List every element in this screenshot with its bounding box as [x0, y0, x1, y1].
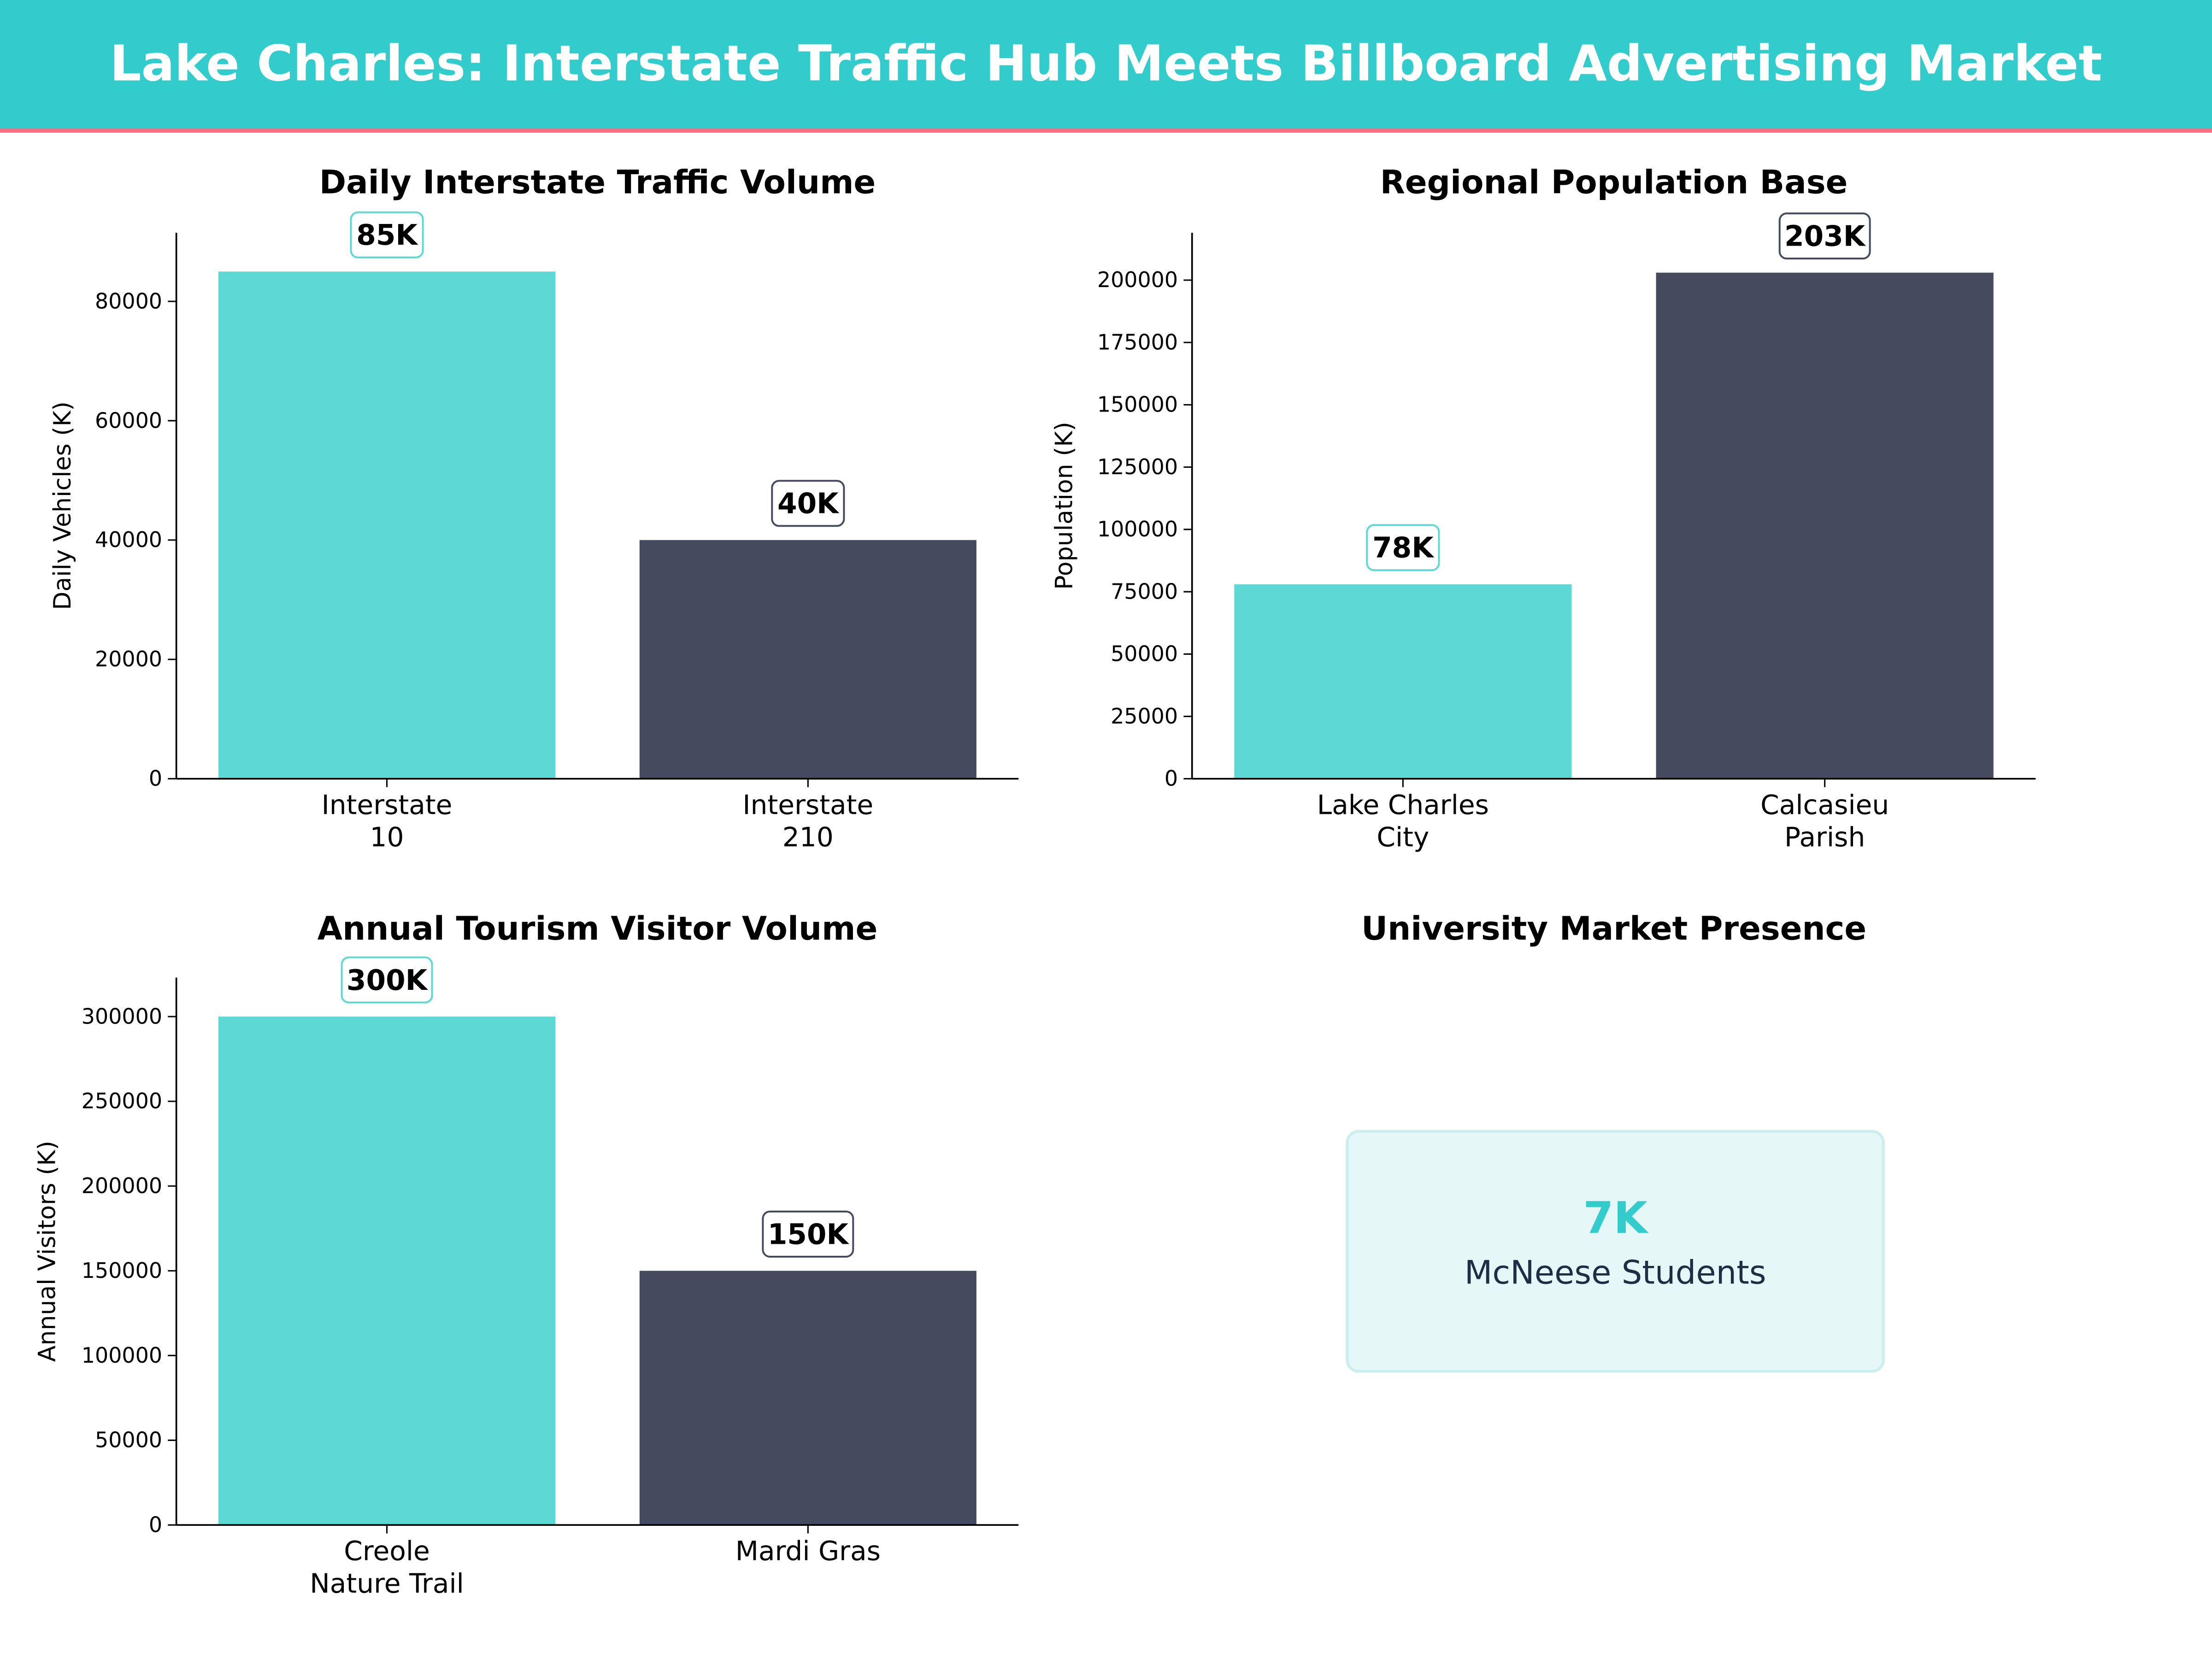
chart-title: Annual Tourism Visitor Volume: [318, 910, 878, 947]
y-tick-label: 150000: [1097, 392, 1178, 417]
bar: [1234, 584, 1572, 779]
y-tick-label: 100000: [82, 1343, 162, 1368]
data-label-box: [1778, 212, 1871, 260]
chart-title: Daily Interstate Traffic Volume: [319, 163, 876, 201]
bar: [639, 540, 977, 779]
data-label-box: [1366, 524, 1440, 571]
y-tick-label: 300000: [82, 1004, 162, 1029]
data-label-box: [762, 1211, 854, 1258]
y-tick-label: 20000: [95, 647, 162, 671]
bar: [218, 1017, 556, 1525]
y-tick-label: 60000: [95, 408, 162, 433]
x-tick-label: Mardi Gras: [735, 1535, 881, 1567]
kpi-value: 7K: [1583, 1193, 1649, 1244]
y-axis-label: Annual Visitors (K): [33, 1141, 61, 1362]
y-tick-label: 200000: [82, 1173, 162, 1198]
y-tick-label: 0: [149, 766, 162, 791]
kpi-panel-title: University Market Presence: [1361, 910, 1866, 947]
data-label: 203K: [1784, 220, 1866, 253]
y-tick-label: 50000: [95, 1428, 162, 1453]
y-tick-label: 0: [1165, 766, 1178, 791]
header-banner: Lake Charles: Interstate Traffic Hub Mee…: [0, 0, 2212, 133]
tourism-chart: Annual Tourism Visitor Volume 0 50000 10000…: [33, 910, 1019, 1599]
y-tick-label: 125000: [1097, 454, 1178, 479]
y-tick-label: 250000: [82, 1088, 162, 1113]
x-tick-label: Calcasieu: [1760, 789, 1889, 820]
y-tick-label: 200000: [1097, 267, 1178, 292]
y-tick-label: 25000: [1111, 704, 1178, 729]
x-tick-label: Parish: [1784, 822, 1865, 853]
x-tick-label: Lake Charles: [1317, 789, 1489, 820]
x-tick-label: 10: [370, 822, 404, 853]
traffic-chart: Daily Interstate Traffic Volume 0 20000 400…: [49, 163, 1019, 853]
y-tick-label: 40000: [95, 527, 162, 552]
x-tick-label: Interstate: [742, 789, 873, 820]
kpi-card: [1346, 1130, 1885, 1373]
y-axis-label: Population (K): [1051, 422, 1078, 590]
bar: [639, 1271, 977, 1525]
data-label: 85K: [356, 219, 418, 252]
page-title: Lake Charles: Interstate Traffic Hub Mee…: [110, 36, 2102, 93]
y-tick-label: 100000: [1097, 517, 1178, 541]
population-chart: Regional Population Base 0 25000 50000 75000…: [1051, 163, 2036, 853]
data-label: 40K: [777, 488, 840, 520]
y-tick-label: 80000: [95, 288, 162, 313]
university-panel: University Market Presence 7K McNeese St…: [1346, 910, 1885, 1373]
chart-title: Regional Population Base: [1380, 163, 1848, 201]
y-tick-label: 0: [149, 1512, 162, 1537]
y-tick-label: 175000: [1097, 329, 1178, 354]
y-axis-label: Daily Vehicles (K): [49, 401, 76, 610]
x-tick-label: Nature Trail: [310, 1568, 464, 1599]
x-tick-label: 210: [782, 822, 834, 853]
x-tick-label: Interstate: [322, 789, 453, 820]
data-label: 78K: [1372, 532, 1435, 565]
kpi-label: McNeese Students: [1465, 1254, 1766, 1292]
data-label-box: [350, 211, 424, 259]
x-tick-label: Creole: [344, 1535, 430, 1567]
data-label-box: [771, 480, 845, 527]
y-tick-label: 150000: [82, 1258, 162, 1283]
bar: [218, 271, 556, 779]
data-label: 300K: [347, 964, 429, 997]
y-tick-label: 75000: [1111, 579, 1178, 604]
bar: [1656, 272, 1994, 779]
data-label: 150K: [768, 1218, 850, 1251]
y-tick-label: 50000: [1111, 641, 1178, 666]
x-tick-label: City: [1377, 822, 1429, 853]
data-label-box: [341, 956, 433, 1004]
